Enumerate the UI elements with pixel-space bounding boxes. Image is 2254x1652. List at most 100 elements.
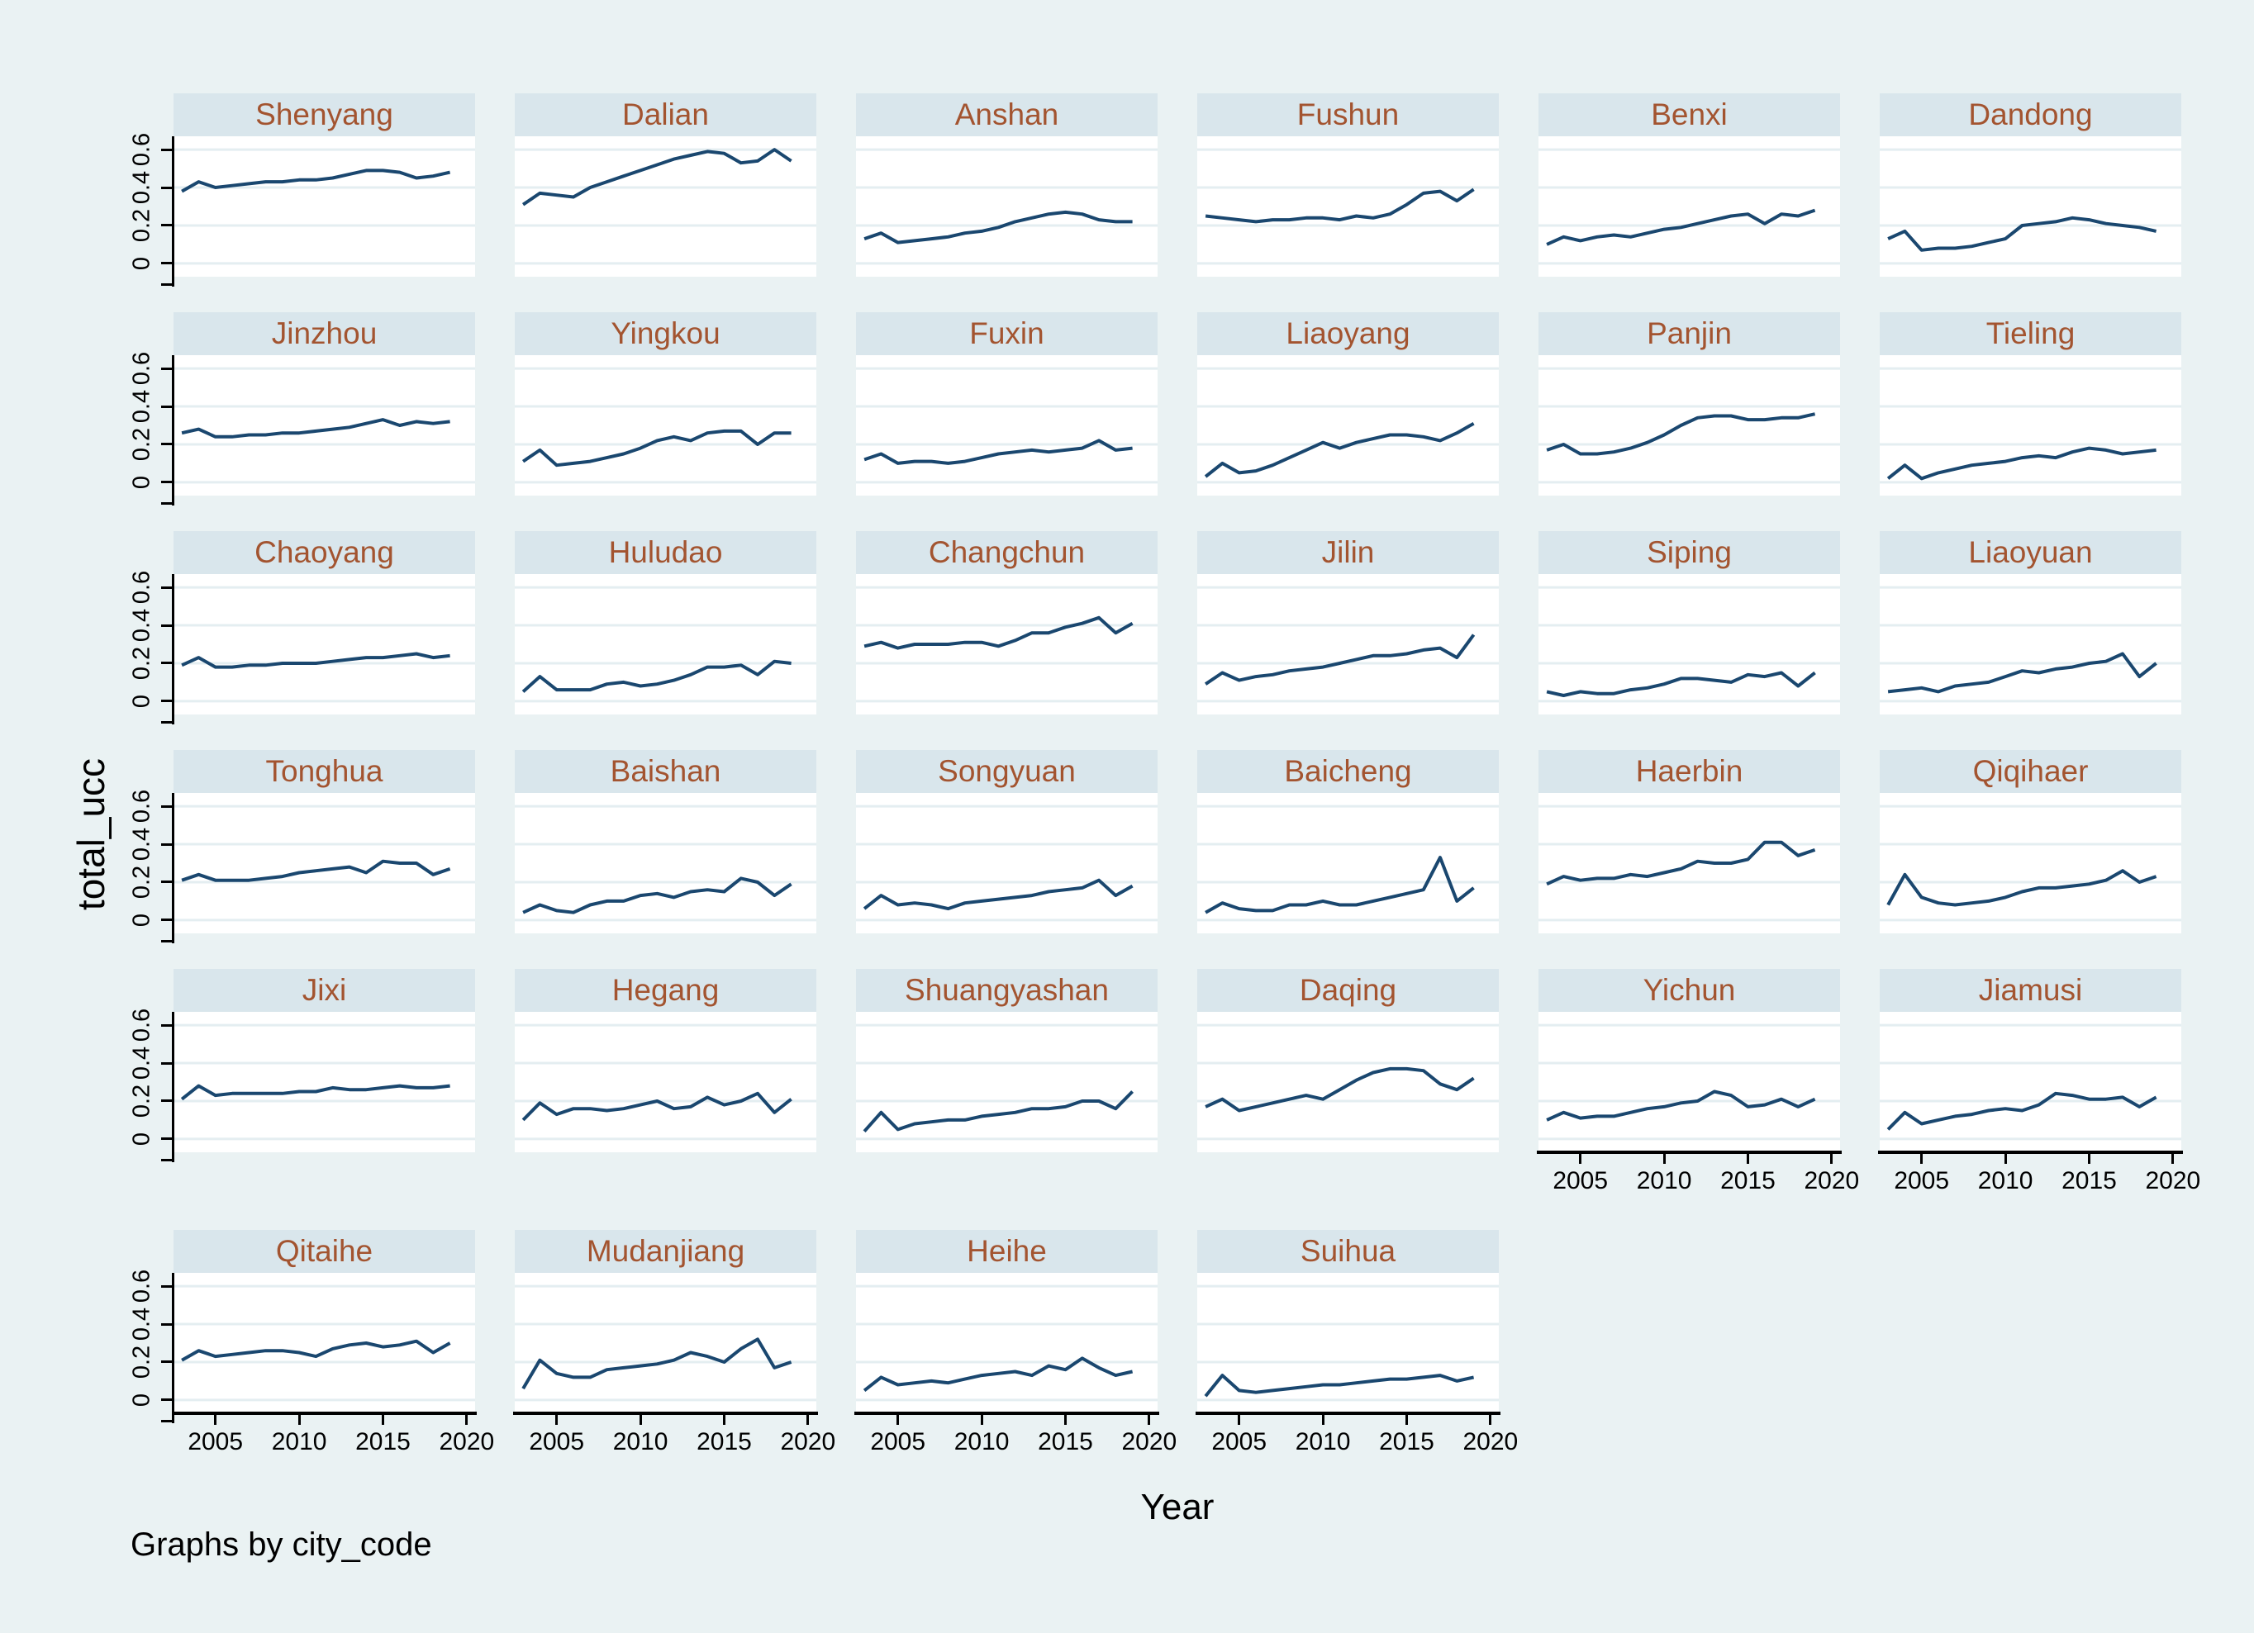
x-axis-title: Year [1140, 1487, 1215, 1527]
line-plot [1538, 136, 1840, 277]
y-tick [161, 1419, 172, 1422]
panel-title-band: Fuxin [856, 312, 1158, 355]
panel-title: Tonghua [265, 754, 383, 788]
y-tick-label-text: 0.2 [128, 865, 155, 900]
panel-title-band: Panjin [1538, 312, 1840, 355]
panel-songyuan: Songyuan [856, 750, 1158, 933]
panel-qitaihe: Qitaihe 0 0.2 0.4 0.6 2005 2010 2015 2020 [129, 1230, 494, 1455]
data-line [1205, 188, 1475, 224]
line-plot [515, 574, 816, 714]
panel-title: Suihua [1300, 1234, 1396, 1268]
y-axis-line [172, 1012, 174, 1162]
y-tick [161, 624, 172, 627]
x-tick-label: 2005 [529, 1428, 585, 1455]
panel-fushun: Fushun [1197, 93, 1499, 277]
panel-shenyang: Shenyang 0 0.2 0.4 0.6 [129, 93, 475, 287]
y-tick [161, 805, 172, 808]
panel-title: Panjin [1647, 316, 1732, 350]
x-tick [1662, 1154, 1666, 1164]
y-tick [161, 405, 172, 408]
y-tick-label-text: 0 [128, 256, 155, 270]
panel-jinzhou: Jinzhou 0 0.2 0.4 0.6 [129, 312, 475, 506]
line-plot [174, 793, 475, 933]
y-tick-label-text: 0.2 [128, 1084, 155, 1118]
x-tick [2087, 1154, 2090, 1164]
panel-title-band: Shuangyashan [856, 969, 1158, 1012]
y-tick [161, 1158, 172, 1161]
x-tick-label: 2015 [1379, 1428, 1434, 1455]
y-tick [161, 443, 172, 446]
panel-baishan: Baishan [515, 750, 816, 933]
panel-title-band: Heihe [856, 1230, 1158, 1273]
panel-title-band: Liaoyang [1197, 312, 1499, 355]
line-plot [856, 136, 1158, 277]
y-tick [161, 1284, 172, 1288]
y-tick [161, 1398, 172, 1402]
x-tick [1830, 1154, 1833, 1164]
x-tick [1148, 1415, 1151, 1425]
x-tick-label: 2010 [1295, 1428, 1351, 1455]
panel-liaoyuan: Liaoyuan [1880, 531, 2181, 714]
x-tick [1579, 1154, 1582, 1164]
x-tick-label: 2010 [1636, 1167, 1692, 1194]
data-line [1546, 412, 1816, 456]
panel-title-band: Fushun [1197, 93, 1499, 136]
panel-title: Hegang [611, 973, 720, 1007]
x-tick-label: 2020 [1804, 1167, 1860, 1194]
x-tick-label: 2010 [612, 1428, 668, 1455]
y-tick [161, 586, 172, 589]
data-line [1546, 1089, 1816, 1122]
x-tick [806, 1415, 810, 1425]
y-tick-label-text: 0.6 [128, 1008, 155, 1042]
y-tick-label-text: 0.2 [128, 646, 155, 681]
y-tick-label-text: 0 [128, 1132, 155, 1146]
data-line [1204, 1374, 1475, 1398]
data-line [181, 1339, 451, 1362]
panel-title: Yichun [1643, 973, 1736, 1007]
x-axis-line [854, 1412, 1159, 1415]
y-tick [161, 262, 172, 265]
y-tick-label-text: 0.2 [128, 208, 155, 243]
x-tick [381, 1415, 384, 1425]
x-tick [1405, 1415, 1408, 1425]
panel-title: Mudanjiang [586, 1234, 745, 1268]
line-plot [1197, 355, 1499, 496]
y-tick-label-text: 0.4 [128, 389, 155, 424]
x-tick [1063, 1415, 1067, 1425]
line-plot [1538, 355, 1840, 496]
panel-title: Qiqihaer [1972, 754, 2089, 788]
x-tick [1321, 1415, 1324, 1425]
y-axis-line [172, 136, 174, 287]
line-plot [1538, 574, 1840, 714]
panel-daqing: Daqing [1197, 969, 1499, 1152]
y-tick-label-text: 0.6 [128, 1269, 155, 1303]
panel-title: Dandong [1968, 97, 2093, 131]
panel-liaoyang: Liaoyang [1197, 312, 1499, 496]
x-tick-label: 2020 [2145, 1167, 2201, 1194]
y-tick-label-text: 0.6 [128, 351, 155, 386]
y-tick-label-text: 0 [128, 913, 155, 927]
panel-qiqihaer: Qiqihaer [1880, 750, 2181, 933]
panel-title-band: Mudanjiang [515, 1230, 816, 1273]
panel-suihua: Suihua 2005 2010 2015 2020 [1196, 1230, 1518, 1455]
panel-title-band: Hegang [515, 969, 816, 1012]
data-line [1887, 652, 2157, 694]
panel-title-band: Tonghua [174, 750, 475, 793]
y-tick-label-text: 0.6 [128, 570, 155, 605]
x-tick [722, 1415, 725, 1425]
panel-title: Jixi [302, 973, 347, 1007]
bottom-margin [0, 1633, 2254, 1652]
y-tick [161, 1099, 172, 1103]
panel-title: Jinzhou [271, 316, 378, 350]
panel-title-band: Jiamusi [1880, 969, 2181, 1012]
panel-title: Baishan [610, 754, 721, 788]
line-plot [1880, 793, 2181, 933]
x-tick [465, 1415, 468, 1425]
panel-title-band: Baishan [515, 750, 816, 793]
data-line [181, 169, 451, 193]
line-plot [1197, 136, 1499, 277]
panel-title: Daqing [1299, 973, 1397, 1007]
x-axis-line [172, 1412, 477, 1415]
y-axis-title-text: total_ucc [69, 757, 112, 911]
